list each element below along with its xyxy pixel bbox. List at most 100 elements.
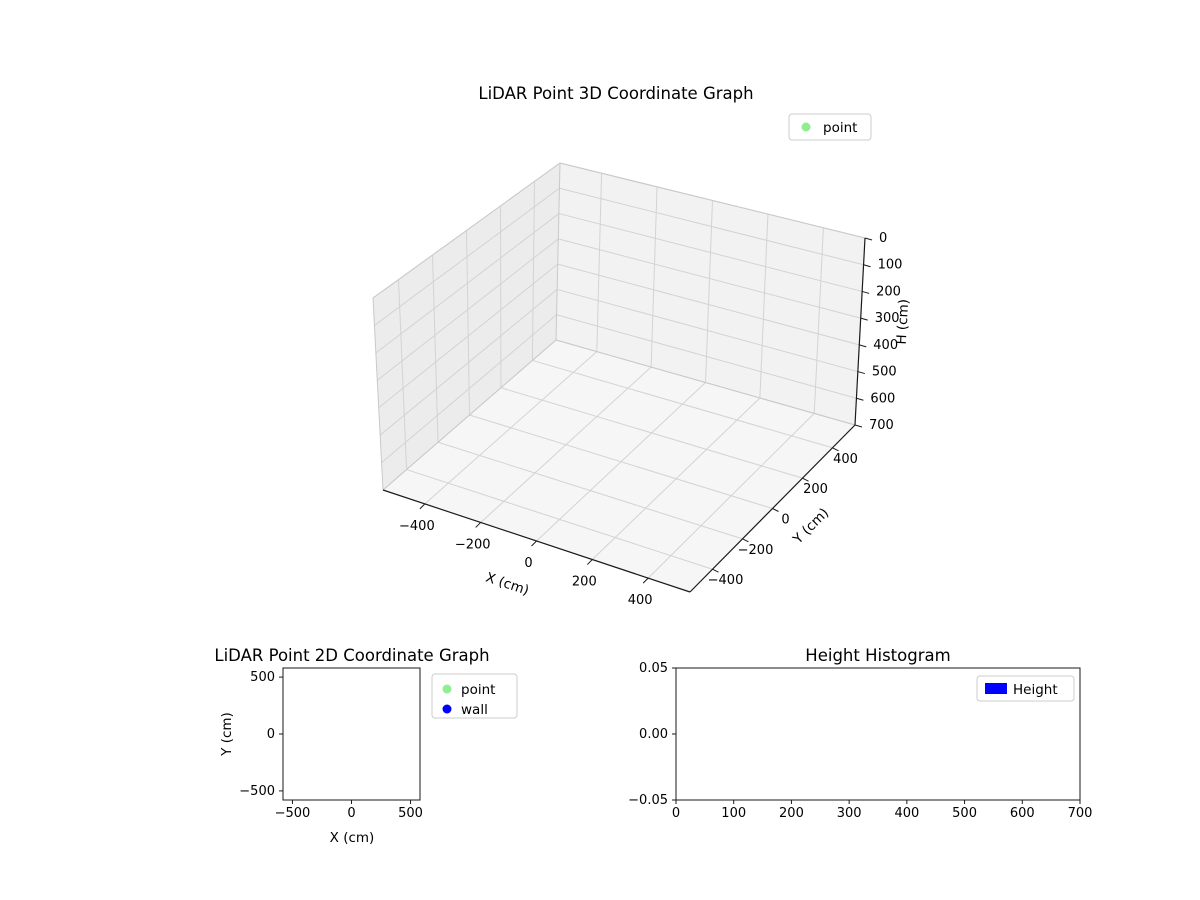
plot2d-ylabel: Y (cm) <box>219 712 235 757</box>
x-tick-label: 600 <box>1010 806 1035 821</box>
x-tick <box>475 522 482 528</box>
grid-y-wall <box>466 230 470 416</box>
legend-marker-point <box>801 122 811 132</box>
x-tick-label: 400 <box>628 593 653 608</box>
x-tick-label: −400 <box>399 519 435 534</box>
x-tick-label: −500 <box>275 806 311 821</box>
y-tick <box>772 508 779 512</box>
x-tick-label: 0 <box>672 806 680 821</box>
plot3d-xlabel: X (cm) <box>484 570 531 599</box>
grid-x-wall <box>705 200 713 383</box>
x-tick-label: 700 <box>1068 806 1093 821</box>
plot2d-axes: −500 0 500 −500 0 500 <box>239 667 423 821</box>
y-tick-label: 0 <box>267 727 275 742</box>
legend-marker-point <box>442 684 452 694</box>
grid-x-wall <box>759 214 769 398</box>
legend-marker-Height <box>985 683 1007 694</box>
y-tick-label: −400 <box>708 573 744 588</box>
legend-label-Height: Height <box>1013 682 1058 698</box>
x-tick-label: 200 <box>572 575 597 590</box>
x-tick-label: 200 <box>779 806 804 821</box>
grid-y-floor <box>406 469 713 570</box>
z-tick <box>859 344 867 348</box>
y-tick-label: 0.05 <box>639 661 668 676</box>
grid-y-wall <box>398 279 408 470</box>
z-tick-label: 700 <box>869 418 894 433</box>
x-tick-label: −200 <box>455 537 491 552</box>
grid-z-left <box>378 263 559 409</box>
x-tick <box>642 577 649 584</box>
z-tick-label: 100 <box>878 258 903 273</box>
grid-z-left <box>374 187 560 326</box>
grid-z-left <box>375 213 560 354</box>
x-tick-label: 100 <box>721 806 746 821</box>
z-tick <box>860 317 868 321</box>
grid-z-left <box>379 289 558 436</box>
x-tick-label: 500 <box>952 806 977 821</box>
z-tick-label: 500 <box>872 365 897 380</box>
y-tick <box>832 447 839 452</box>
y-tick-label: −200 <box>738 543 774 558</box>
z-tick-label: 200 <box>876 284 901 299</box>
z-tick <box>857 371 865 375</box>
plot3d-ylabel: Y (cm) <box>789 505 832 548</box>
z-tick <box>862 290 870 294</box>
plot3d-zlabel: H (cm) <box>894 299 912 345</box>
z-tick-label: 300 <box>875 311 900 326</box>
pane-edge <box>555 162 561 341</box>
z-tick-label: 0 <box>879 231 887 246</box>
plot3d-title: LiDAR Point 3D Coordinate Graph <box>478 84 753 103</box>
pane-edge <box>372 297 384 491</box>
y-tick-label: −0.05 <box>628 793 668 808</box>
plot3d-ticks: −400 −200 0 200 400 −400 −200 0 200 400 0 100 200 300… <box>399 231 902 608</box>
grid-z-right <box>557 263 860 346</box>
grid-z-right <box>558 213 863 292</box>
plot2d-legend: point wall <box>431 673 518 719</box>
grid-z-left <box>376 238 559 381</box>
grid-x-wall <box>813 227 824 414</box>
grid-z-right <box>558 238 861 319</box>
pane-edge <box>559 162 866 239</box>
pane-left <box>373 163 560 490</box>
plot2d-xlabel: X (cm) <box>330 830 375 846</box>
grid-y-floor <box>437 441 743 540</box>
plot3d-legend: point <box>788 113 872 141</box>
z-tick <box>864 237 873 241</box>
y-tick-label: 500 <box>250 670 275 685</box>
render-layer: −400 −200 0 200 400 −400 −200 0 200 400 0 100 200 300… <box>239 113 1093 821</box>
legend-marker-wall <box>442 704 452 714</box>
y-tick <box>802 477 809 482</box>
z-tick <box>856 397 864 401</box>
y-tick <box>742 538 749 543</box>
histogram-legend-frame <box>976 675 1075 702</box>
pane-edge <box>372 162 561 299</box>
z-axis-spine <box>854 237 866 426</box>
y-tick-label: 0.00 <box>639 727 668 742</box>
grid-y-wall <box>432 255 439 443</box>
plot3d-axes <box>372 162 866 593</box>
x-tick <box>419 503 426 510</box>
x-tick <box>531 540 537 547</box>
x-tick-label: 0 <box>347 806 355 821</box>
plot2d-frame <box>282 667 421 801</box>
grid-y-floor <box>532 359 833 449</box>
grid-z-right <box>556 314 857 399</box>
y-tick-label: 200 <box>803 482 828 497</box>
z-tick <box>854 424 863 428</box>
legend-label-point: point <box>823 120 857 136</box>
y-tick <box>712 568 719 573</box>
z-tick-label: 600 <box>870 391 895 406</box>
y-tick-label: 0 <box>781 513 789 528</box>
histogram-title: Height Histogram <box>805 646 950 665</box>
plot2d-legend-frame <box>431 673 518 719</box>
grid-x-wall <box>650 186 658 368</box>
legend-label-wall: wall <box>461 702 488 718</box>
x-tick-label: 300 <box>837 806 862 821</box>
histogram-legend: Height <box>976 675 1075 702</box>
grid-z-right <box>559 187 864 266</box>
grid-z-right <box>557 288 858 373</box>
grid-z-left <box>381 314 557 463</box>
y-tick-label: 400 <box>833 452 858 467</box>
